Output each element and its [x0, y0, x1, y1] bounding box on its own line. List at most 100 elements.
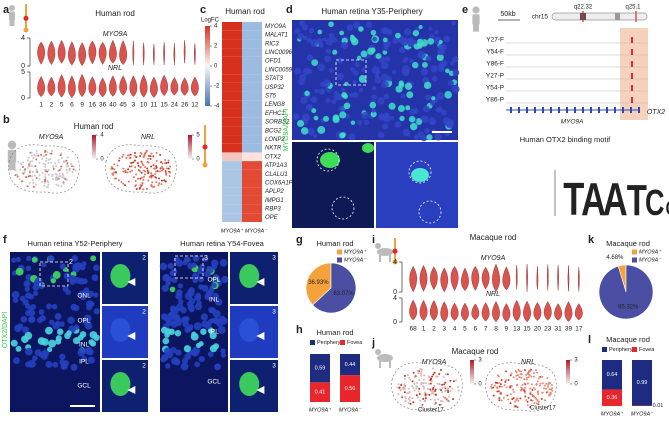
- gene-label: USP32: [265, 85, 285, 91]
- cell: [139, 165, 142, 168]
- cell: [71, 170, 74, 173]
- cell: [40, 153, 43, 156]
- nucleus: [212, 292, 220, 300]
- cell: [148, 154, 151, 157]
- heat-cell: [222, 56, 242, 66]
- track-label: Y86-P: [486, 97, 504, 104]
- nucleus: [381, 61, 389, 70]
- exon: [566, 107, 568, 113]
- nucleus: [78, 347, 85, 354]
- cell: [412, 371, 415, 374]
- cell: [31, 160, 34, 163]
- cell: [530, 375, 533, 378]
- cell: [544, 387, 547, 390]
- cell: [550, 383, 553, 386]
- nucleus: [299, 73, 307, 81]
- cell: [511, 398, 514, 401]
- cell: [530, 383, 533, 386]
- gene-label: MYO9A: [265, 24, 286, 30]
- tick-label: -2: [214, 84, 220, 90]
- violin: [160, 74, 169, 96]
- nucleus: [300, 96, 308, 104]
- label: NRL: [108, 65, 122, 72]
- label: MYO9A: [39, 134, 64, 141]
- nucleus: [297, 119, 305, 127]
- nucleus: [180, 362, 189, 371]
- peak: [631, 49, 633, 55]
- cell: [127, 180, 130, 183]
- cell: [431, 388, 434, 391]
- nucleus: [371, 94, 377, 100]
- icon: [377, 354, 393, 362]
- nucleus: [381, 73, 389, 82]
- tick-label: 0: [214, 64, 218, 70]
- cell: [362, 143, 374, 153]
- cell: [135, 156, 138, 159]
- colorbar: [470, 360, 474, 384]
- nucleus: [188, 287, 195, 294]
- cell: [141, 176, 144, 179]
- heat-cell: [242, 178, 262, 188]
- nucleus: [449, 60, 455, 66]
- cell: [429, 382, 432, 385]
- nucleus: [429, 33, 435, 39]
- cell: [49, 157, 52, 160]
- cell: [129, 156, 132, 159]
- nucleus: [430, 64, 438, 73]
- violin: [574, 303, 583, 321]
- cell: [447, 387, 450, 390]
- bar-segment: [602, 389, 622, 406]
- legend-label: MYO9A⁻: [344, 257, 367, 263]
- nucleus: [392, 37, 399, 44]
- cluster-label: 6: [473, 326, 477, 333]
- cluster-label: 39: [565, 326, 573, 333]
- cell: [26, 185, 29, 188]
- label: Human rod: [316, 328, 353, 337]
- cell: [524, 391, 527, 394]
- cell: [28, 164, 31, 167]
- cell: [498, 385, 501, 388]
- nucleus: [221, 275, 229, 284]
- nucleus: [348, 133, 356, 141]
- violin: [119, 75, 128, 96]
- layer-label: ONL: [77, 293, 91, 300]
- cell: [128, 154, 131, 157]
- nucleus: [70, 363, 78, 371]
- icon: [472, 6, 480, 14]
- cell: [531, 389, 534, 392]
- nucleus: [81, 261, 87, 267]
- cell: [71, 165, 74, 168]
- nucleus: [313, 115, 319, 121]
- cell: [408, 390, 411, 393]
- nucleus: [360, 50, 368, 58]
- violin: [180, 77, 189, 96]
- cell: [411, 385, 414, 388]
- nucleus: [429, 120, 435, 126]
- cell: [434, 403, 437, 406]
- cell: [167, 161, 170, 164]
- nucleus: [342, 93, 348, 100]
- nucleus: [31, 355, 38, 362]
- nucleus: [408, 115, 416, 123]
- nucleus: [204, 322, 212, 330]
- cell: [44, 165, 47, 168]
- nucleus: [394, 121, 402, 128]
- cell: [51, 149, 54, 152]
- layer-label: IPL: [79, 359, 89, 366]
- cell: [422, 378, 425, 381]
- exon: [630, 107, 632, 113]
- umap-outline: [8, 144, 80, 194]
- cell: [110, 166, 113, 169]
- nucleus: [340, 132, 346, 138]
- bar-segment: [632, 360, 652, 406]
- gene-label: ST5: [265, 93, 277, 99]
- cell: [416, 369, 419, 372]
- gene-label: OPE: [265, 215, 279, 221]
- category-label: MYO9A⁺: [309, 407, 332, 413]
- legend-label: MYO9A⁺: [344, 249, 367, 255]
- cell: [23, 171, 26, 174]
- arrow: [256, 386, 265, 394]
- nucleus: [356, 55, 362, 61]
- label: MYO9A: [422, 359, 447, 366]
- tick-label: 2: [214, 44, 218, 50]
